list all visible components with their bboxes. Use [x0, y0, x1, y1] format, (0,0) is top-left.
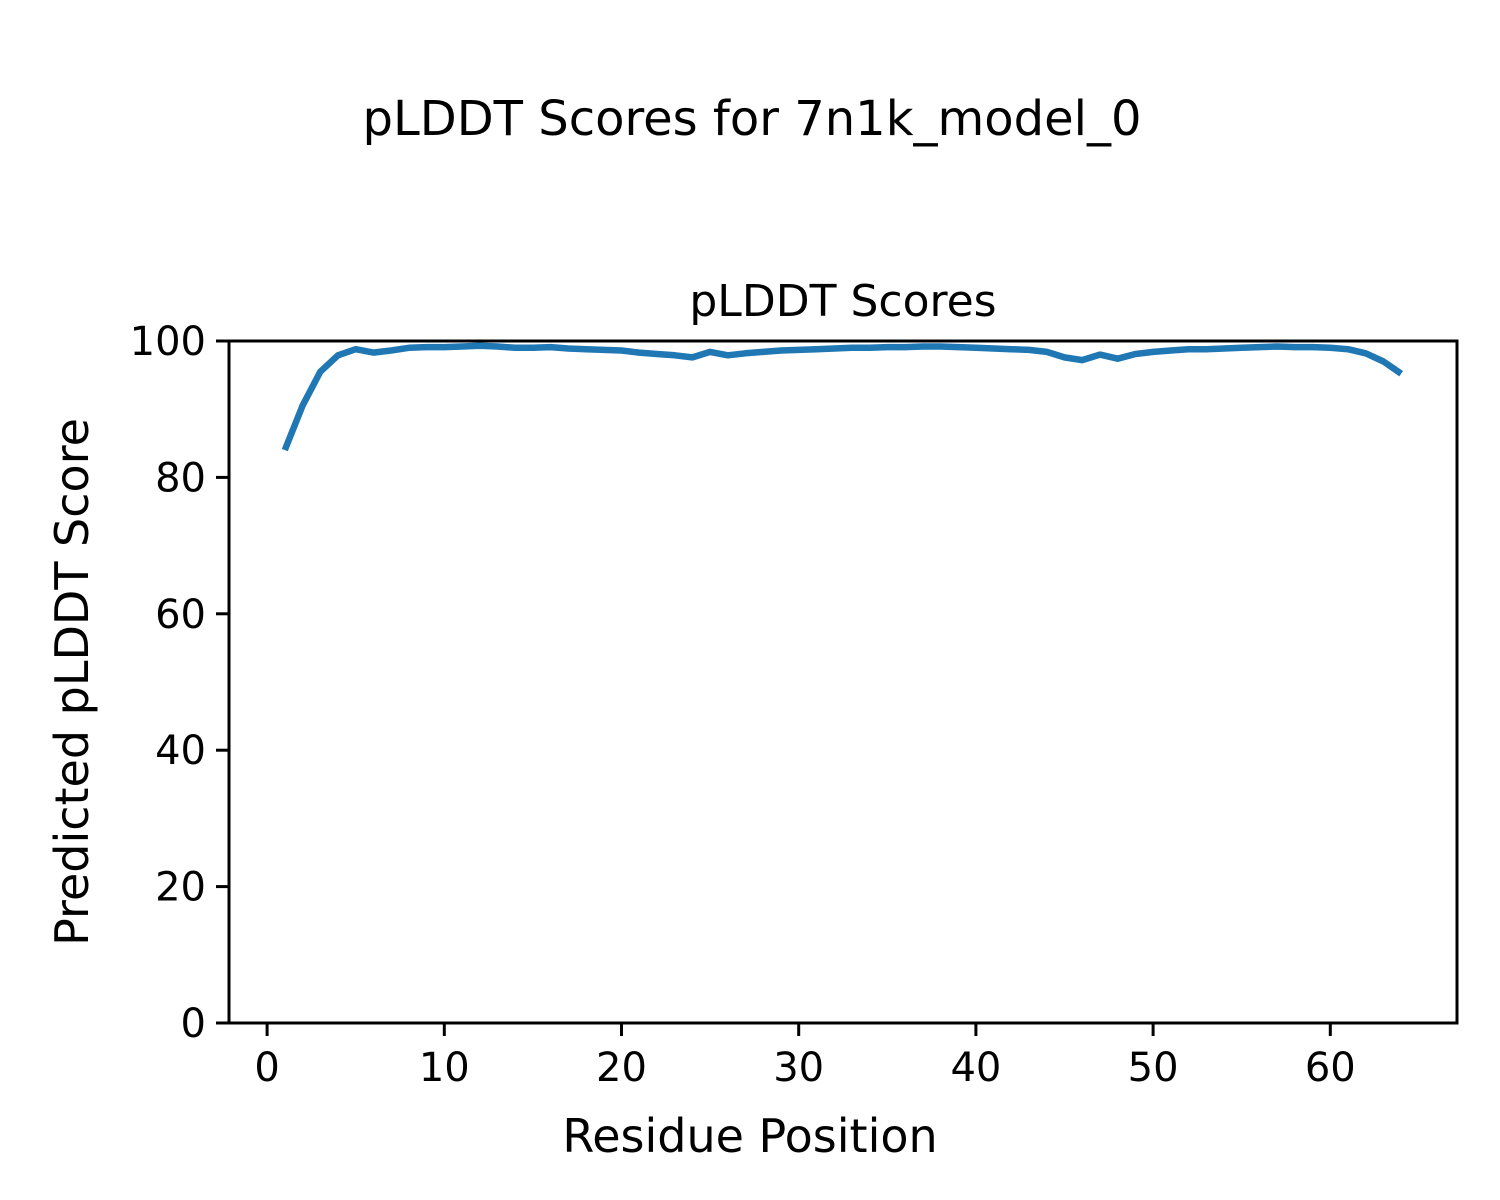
x-tick-label: 0: [254, 1045, 279, 1091]
y-tick-label: 0: [181, 1001, 206, 1047]
y-tick-label: 60: [155, 592, 206, 638]
plddt-line-series: [281, 342, 1404, 452]
x-tick-label: 20: [596, 1045, 647, 1091]
x-axis-label: Residue Position: [562, 1109, 937, 1163]
y-tick-label: 80: [155, 455, 206, 501]
y-tick-label: 20: [155, 865, 206, 911]
x-tick-label: 10: [419, 1045, 470, 1091]
y-tick-label: 40: [155, 728, 206, 774]
x-tick-label: 50: [1128, 1045, 1179, 1091]
x-tick-label: 40: [950, 1045, 1001, 1091]
axes-title: pLDDT Scores: [689, 276, 996, 327]
axes-spines: [227, 339, 1459, 1025]
x-tick-label: 30: [773, 1045, 824, 1091]
x-tick-label: 60: [1305, 1045, 1356, 1091]
y-tick-label: 100: [130, 319, 206, 365]
figure-suptitle: pLDDT Scores for 7n1k_model_0: [363, 91, 1142, 147]
axis-ticks: 0 10 20 30 40 50 60 0 20 40 60 80 100: [130, 319, 1356, 1091]
y-axis-label: Predicted pLDDT Score: [45, 418, 99, 946]
